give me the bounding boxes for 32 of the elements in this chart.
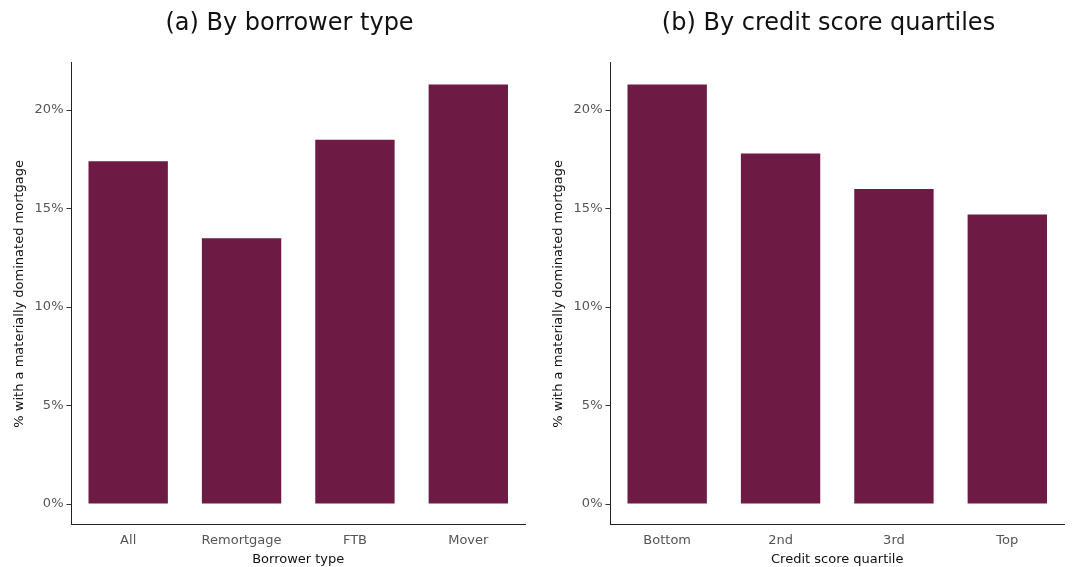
x-tick-label: 3rd [883, 531, 905, 547]
bar [315, 139, 395, 504]
y-tick-label: 15% [34, 199, 64, 215]
y-tick-label: 15% [573, 199, 603, 215]
y-tick-label: 20% [573, 101, 603, 117]
y-tick-label: 0% [581, 495, 603, 511]
bar [428, 84, 508, 504]
bar [740, 153, 821, 504]
y-axis-title: % with a materially dominated mortgage [550, 159, 566, 428]
y-tick-label: 5% [581, 396, 603, 412]
x-tick-label: Bottom [643, 531, 692, 547]
bar [88, 161, 168, 504]
x-tick-label: Mover [448, 531, 490, 547]
chart-title: (a) By borrower type [164, 8, 415, 36]
x-axis-title: Credit score quartile [771, 550, 904, 566]
chart-title: (b) By credit score quartiles [660, 8, 997, 36]
x-tick-label: All [120, 531, 137, 547]
x-tick-label: Remortgage [201, 531, 282, 547]
y-tick-label: 10% [34, 298, 64, 314]
x-tick-label: 2nd [768, 531, 793, 547]
bar [967, 214, 1047, 504]
y-tick-label: 10% [573, 298, 603, 314]
x-tick-label: Top [995, 531, 1019, 547]
x-axis-title: Borrower type [252, 550, 345, 566]
x-tick-label: FTB [342, 531, 367, 547]
y-tick-label: 0% [42, 495, 64, 511]
y-axis-title: % with a materially dominated mortgage [11, 159, 27, 428]
bar [627, 84, 707, 504]
y-tick-label: 20% [34, 101, 64, 117]
bar [201, 238, 282, 504]
bar [854, 188, 934, 504]
y-tick-label: 5% [42, 396, 64, 412]
